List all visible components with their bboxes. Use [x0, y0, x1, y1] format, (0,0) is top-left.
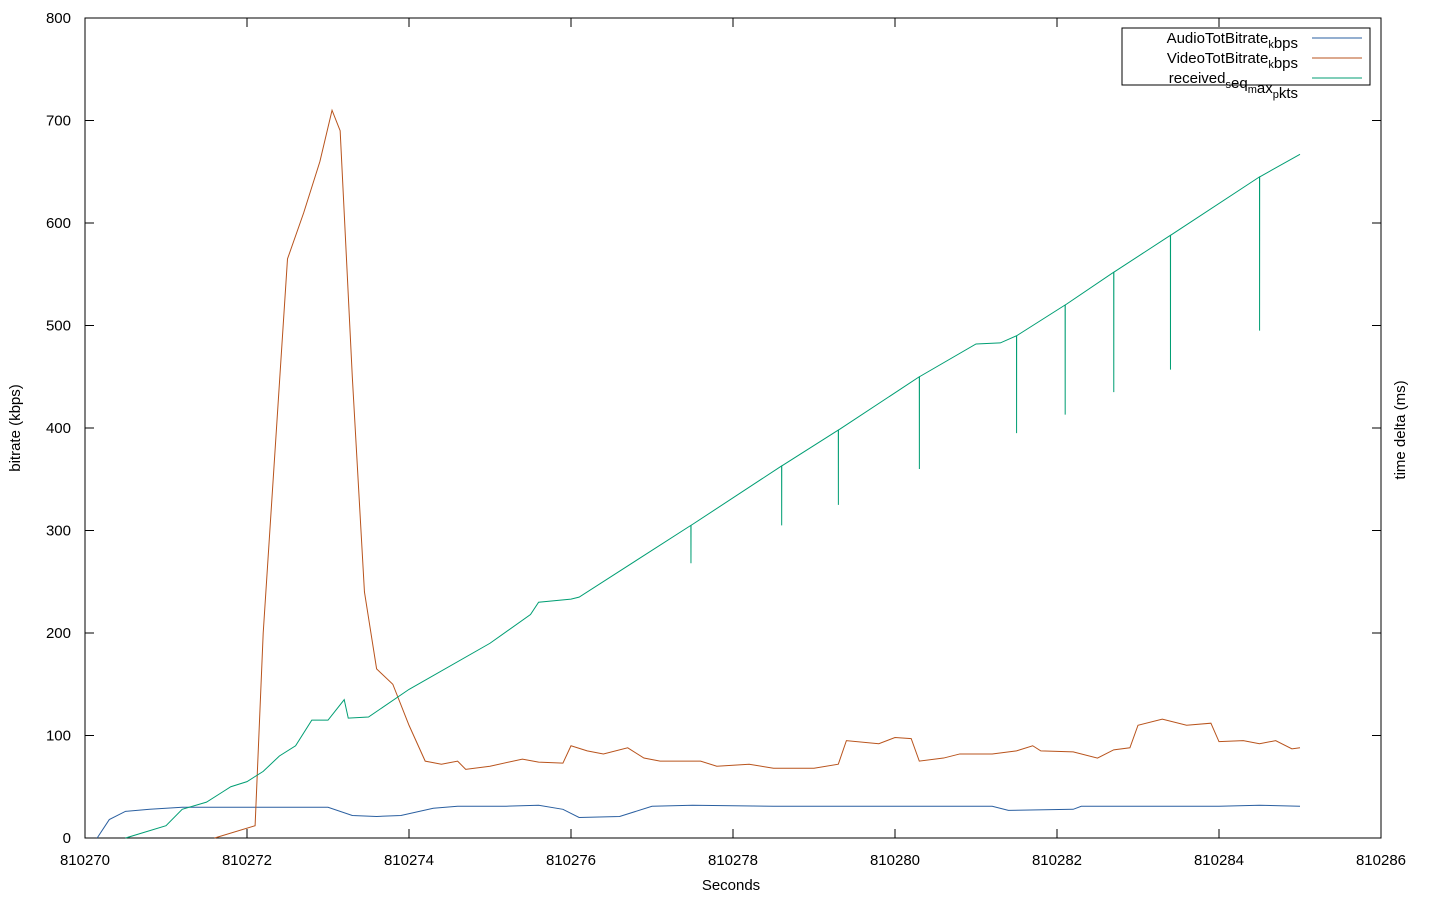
- legend-box: [1121, 27, 1371, 86]
- y2-axis-label: time delta (ms): [1392, 380, 1409, 479]
- y-tick-label: 400: [46, 420, 71, 437]
- x-tick-label: 810270: [60, 852, 110, 869]
- y-tick-label: 100: [46, 728, 71, 745]
- x-tick-label: 810272: [222, 852, 272, 869]
- series-line: [214, 108, 1301, 839]
- x-tick-label: 810274: [384, 852, 434, 869]
- y-axis-label: bitrate (kbps): [7, 384, 24, 472]
- legend-label: VideoTotBitratekbps: [1167, 50, 1298, 72]
- legend-label: AudioTotBitratekbps: [1167, 30, 1298, 52]
- y-tick-label: 200: [46, 625, 71, 642]
- x-tick-label: 810286: [1356, 852, 1406, 869]
- plot-frame: [84, 17, 1382, 839]
- y-tick-label: 700: [46, 113, 71, 130]
- x-tick-label: 810280: [870, 852, 920, 869]
- series-line: [96, 804, 1301, 839]
- y-tick-label: 300: [46, 523, 71, 540]
- series-line: [125, 153, 1301, 839]
- y-tick-label: 800: [46, 10, 71, 27]
- y-tick-label: 0: [63, 830, 71, 847]
- y-tick-label: 600: [46, 215, 71, 232]
- x-axis-label: Seconds: [702, 877, 760, 894]
- x-tick-label: 810276: [546, 852, 596, 869]
- x-tick-label: 810284: [1194, 852, 1244, 869]
- y-tick-label: 500: [46, 318, 71, 335]
- legend-label: receivedseqmaxpkts: [1169, 70, 1298, 102]
- x-tick-label: 810282: [1032, 852, 1082, 869]
- x-tick-label: 810278: [708, 852, 758, 869]
